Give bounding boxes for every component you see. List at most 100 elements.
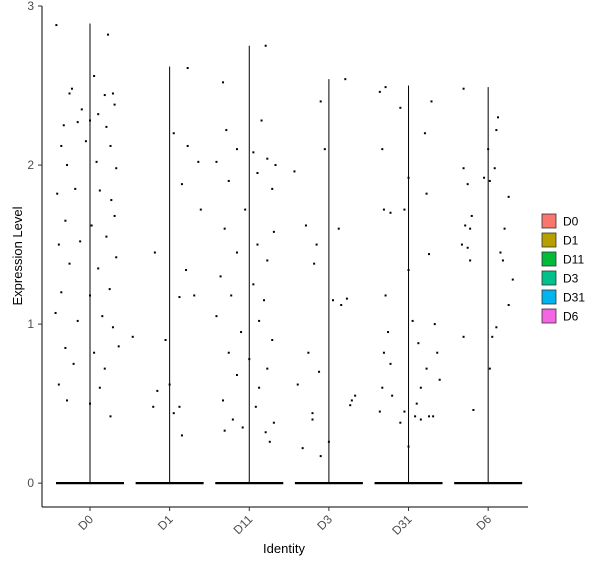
- data-point: [268, 440, 271, 443]
- data-point: [319, 100, 322, 103]
- y-tick-label: 1: [27, 317, 34, 331]
- data-point: [425, 192, 428, 195]
- data-point: [152, 405, 155, 408]
- data-point: [101, 315, 104, 318]
- data-point: [98, 386, 101, 389]
- data-point: [407, 269, 410, 272]
- data-point: [384, 86, 387, 89]
- data-point: [113, 214, 116, 217]
- data-point: [68, 92, 71, 95]
- data-point: [105, 125, 108, 128]
- data-point: [103, 367, 106, 370]
- data-point: [493, 167, 496, 170]
- data-point: [301, 447, 304, 450]
- data-point: [415, 402, 418, 405]
- data-point: [79, 240, 82, 243]
- legend-label: D11: [563, 253, 584, 267]
- data-point: [462, 167, 465, 170]
- data-point: [315, 243, 318, 246]
- data-point: [423, 132, 426, 135]
- data-point: [272, 421, 275, 424]
- data-point: [337, 227, 340, 230]
- data-point: [97, 113, 100, 116]
- x-tick-label: D31: [389, 512, 415, 538]
- legend-swatch: [541, 270, 557, 286]
- plot-area: [54, 23, 523, 485]
- data-point: [319, 455, 322, 458]
- y-axis-title: Expression Level: [10, 206, 25, 305]
- data-point: [425, 367, 428, 370]
- data-point: [260, 119, 263, 122]
- data-point: [272, 230, 275, 233]
- legend-label: D3: [563, 272, 579, 286]
- data-point: [419, 418, 422, 421]
- data-point: [131, 335, 134, 338]
- data-point: [222, 81, 225, 84]
- data-point: [64, 219, 67, 222]
- data-point: [180, 434, 183, 437]
- data-point: [178, 405, 181, 408]
- data-point: [56, 192, 59, 195]
- data-point: [186, 144, 189, 147]
- data-point: [110, 199, 113, 202]
- data-point: [495, 326, 498, 329]
- x-ticks: D0 D1 D11 D3 D31 D6: [75, 507, 495, 538]
- x-tick-label: D0: [75, 512, 96, 533]
- data-point: [327, 440, 330, 443]
- data-point: [507, 195, 510, 198]
- data-point: [227, 179, 230, 182]
- data-point: [487, 148, 490, 151]
- y-tick-label: 2: [27, 158, 34, 172]
- data-point: [64, 346, 67, 349]
- data-point: [399, 106, 402, 109]
- data-point: [389, 211, 392, 214]
- data-point: [98, 189, 101, 192]
- y-tick-label: 0: [27, 476, 34, 490]
- data-point: [311, 412, 314, 415]
- data-point: [185, 269, 188, 272]
- data-point: [89, 119, 91, 122]
- y-ticks: 0 1 2 3: [27, 0, 42, 490]
- data-point: [74, 187, 77, 190]
- data-point: [313, 262, 316, 265]
- x-axis-title: Identity: [263, 541, 305, 556]
- data-point: [433, 323, 436, 326]
- data-point: [111, 92, 114, 95]
- data-point: [235, 373, 238, 376]
- violin-d3: [293, 78, 363, 485]
- data-point: [70, 87, 73, 90]
- data-point: [256, 243, 259, 246]
- data-point: [76, 319, 79, 322]
- data-point: [193, 294, 196, 297]
- data-point: [230, 294, 233, 297]
- data-point: [252, 151, 255, 154]
- data-point: [54, 311, 57, 314]
- data-point: [117, 345, 120, 348]
- axes: 0 1 2 3 D0 D1 D11 D3 D31 D6 Identity Expression …: [10, 0, 528, 556]
- data-point: [266, 367, 269, 370]
- data-point: [241, 426, 244, 429]
- violin-d6: [454, 87, 523, 485]
- data-point: [222, 399, 225, 402]
- data-point: [66, 164, 69, 167]
- data-point: [411, 319, 414, 322]
- legend-item-d11: D11: [541, 251, 584, 267]
- violin-d1: [131, 66, 204, 485]
- data-point: [414, 415, 417, 418]
- violin-d31: [374, 85, 443, 485]
- data-point: [470, 214, 473, 217]
- data-point: [436, 351, 439, 354]
- data-point: [497, 116, 500, 119]
- data-point: [215, 315, 218, 318]
- data-point: [323, 148, 326, 151]
- data-point: [387, 331, 390, 334]
- data-point: [462, 87, 465, 90]
- data-point: [428, 415, 431, 418]
- data-point: [311, 418, 314, 421]
- data-point: [466, 246, 469, 249]
- data-point: [215, 160, 218, 163]
- data-point: [399, 421, 402, 424]
- violin-d11: [215, 44, 284, 485]
- data-point: [168, 383, 171, 386]
- data-point: [89, 294, 91, 297]
